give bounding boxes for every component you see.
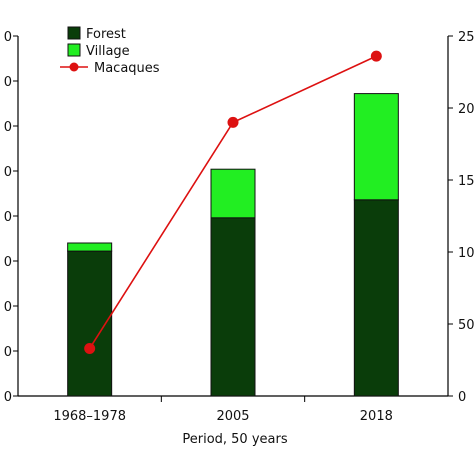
legend-swatch-forest: [67, 26, 81, 40]
macaques-line: [84, 50, 382, 354]
legend-point-swatch: [69, 62, 79, 72]
bar-village: [353, 93, 399, 201]
x-tick-label: 2018: [360, 409, 393, 424]
right-tick-label: 100: [458, 246, 474, 261]
left-tick-label: 0: [4, 210, 12, 225]
legend-label: Village: [86, 44, 130, 59]
right-tick-label: 150: [458, 174, 474, 189]
left-tick-label: 0: [4, 345, 12, 360]
legend-swatch-village: [67, 43, 81, 57]
left-tick-label: 0: [4, 390, 12, 405]
legend-label: Macaques: [94, 61, 160, 76]
right-tick-label: 200: [458, 102, 474, 117]
left-tick-label: 0: [4, 30, 12, 45]
right-tick-label: 50: [458, 318, 474, 333]
x-axis-label: Period, 50 years: [182, 432, 287, 447]
x-tick-label: 1968–1978: [53, 409, 126, 424]
macaques-point: [227, 116, 239, 128]
bar-forest: [67, 250, 113, 397]
legend-label: Forest: [86, 27, 126, 42]
bar-forest: [210, 217, 256, 397]
right-tick-label: 250: [458, 30, 474, 45]
legend: Forest Village Macaques: [60, 26, 160, 76]
bars: [67, 93, 399, 397]
left-tick-label: 0: [4, 300, 12, 315]
macaques-point: [370, 50, 382, 62]
left-tick-label: 0: [4, 120, 12, 135]
bar-village: [67, 242, 113, 252]
bar-forest: [353, 199, 399, 397]
left-tick-label: 0: [4, 165, 12, 180]
macaques-point: [84, 342, 96, 354]
bar-village: [210, 168, 256, 219]
x-tick-label: 2005: [216, 409, 249, 424]
right-tick-label: 0: [458, 390, 466, 405]
left-tick-label: 0: [4, 75, 12, 90]
left-tick-label: 0: [4, 255, 12, 270]
